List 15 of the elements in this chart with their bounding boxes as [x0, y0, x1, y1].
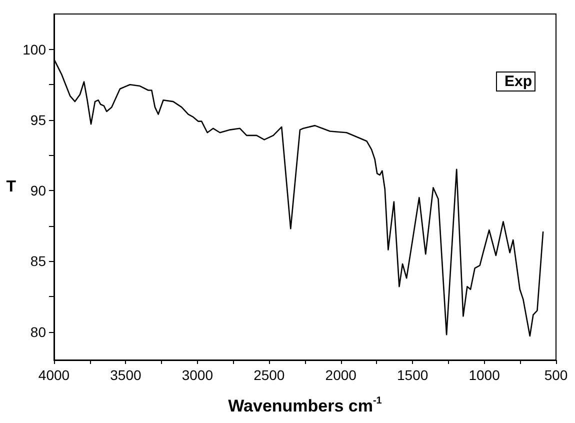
x-tick-label: 4000 — [38, 367, 70, 383]
x-tick-label: 2000 — [325, 367, 357, 383]
y-tick-label: 95 — [30, 112, 46, 128]
x-tick-label: 3000 — [182, 367, 214, 383]
y-axis-title: T — [6, 178, 16, 196]
y-tick-label: 80 — [30, 324, 46, 340]
y-tick-label: 85 — [30, 253, 46, 270]
y-tick-label: 100 — [22, 41, 46, 58]
text: Exp — [504, 73, 532, 90]
x-tick-label: 2500 — [254, 367, 285, 383]
x-tick-label: 3500 — [110, 367, 142, 383]
x-tick-label: 500 — [544, 367, 568, 383]
y-tick-label: 90 — [30, 182, 46, 199]
x-tick-label: 1500 — [396, 367, 428, 383]
x-tick-label: 1000 — [468, 367, 500, 383]
